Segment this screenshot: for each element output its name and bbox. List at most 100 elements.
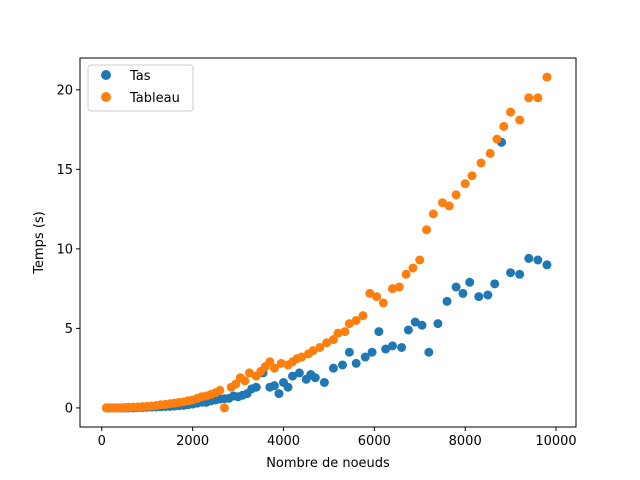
data-point-tas [388,341,397,351]
y-axis: 0 5 10 15 20 [56,83,80,416]
data-point-tableau [244,368,254,378]
y-tick-label: 20 [56,83,73,98]
data-point-tas [403,325,413,335]
data-point-tableau [378,298,388,308]
x-tick-label: 2000 [176,434,209,449]
data-point-tableau [408,263,418,273]
data-point-tas [251,382,261,392]
data-point-tas [458,288,468,298]
y-axis-label: Temps (s) [32,211,47,274]
data-point-tas [542,260,552,270]
data-point-tableau [333,328,343,338]
data-point-tableau [533,93,543,103]
data-point-tas [410,317,420,327]
data-point-tas [490,279,500,289]
data-point-tableau [542,72,552,82]
data-point-tableau [437,198,447,208]
data-point-tas [360,352,370,362]
data-point-tas [397,342,407,352]
data-point-tas [374,327,384,337]
data-point-tableau [476,158,486,168]
x-axis: 0 2000 4000 6000 8000 10000 [98,427,577,449]
data-point-tableau [388,284,397,294]
data-point-tas [515,269,525,279]
data-point-tableau [315,342,325,352]
data-point-tas [381,344,391,354]
data-point-tas [451,282,461,292]
x-axis-label: Nombre de noeuds [266,456,390,471]
data-point-tableau [328,335,338,345]
data-point-tableau [269,363,279,373]
data-point-tableau [372,292,382,302]
data-point-tableau [265,357,275,367]
legend-marker-tableau [101,92,111,102]
data-point-tas [483,290,493,300]
data-point-tableau [428,209,438,219]
data-point-tableau [322,338,332,348]
data-point-tas [524,253,534,263]
data-point-tableau [515,115,525,125]
data-point-tableau [276,358,286,368]
data-point-tas [338,360,348,370]
data-point-tableau [401,269,411,279]
data-point-tas [367,347,377,357]
data-point-tas [288,371,298,381]
y-tick-label: 0 [65,401,73,416]
data-point-tas [310,373,320,383]
plot-frame [79,57,577,428]
y-tick-label: 15 [56,163,73,178]
y-tick-label: 5 [65,322,73,337]
data-point-tas [344,347,354,357]
legend-label-tas: Tas [129,69,151,84]
data-point-tas [474,292,484,302]
data-point-tableau [340,327,350,337]
data-point-tableau [297,352,307,362]
data-point-tas [319,377,329,387]
x-tick-label: 6000 [358,434,391,449]
data-point-tas [328,363,338,373]
data-point-tas [269,381,279,391]
data-point-tableau [444,201,454,211]
data-point-tableau [351,315,361,325]
data-point-tas [417,320,427,330]
data-point-tas [465,277,475,287]
data-point-tableau [451,190,461,200]
x-tick-label: 0 [98,434,106,449]
data-point-tableau [394,282,404,292]
data-point-tableau [422,225,432,235]
data-point-tas [506,268,516,278]
data-point-tableau [492,134,502,144]
data-point-tableau [358,311,368,321]
data-point-tableau [485,148,495,158]
legend-label-tableau: Tableau [129,91,180,106]
data-point-tableau [219,403,229,413]
data-point-tas [442,296,452,306]
data-point-tas [351,358,361,368]
data-point-tas [294,368,304,378]
data-point-tableau [415,255,425,265]
data-points-layer [101,72,552,413]
data-point-tableau [231,379,241,389]
legend: Tas Tableau [87,64,194,112]
data-point-tableau [308,346,318,356]
data-point-tableau [365,288,375,298]
data-point-tas [533,255,543,265]
data-point-tas [283,382,293,392]
data-point-tableau [499,121,509,131]
data-point-tableau [506,107,516,117]
data-point-tas [433,319,443,329]
y-tick-label: 10 [56,242,73,257]
x-tick-label: 4000 [267,434,300,449]
data-point-tableau [240,376,250,386]
x-tick-label: 10000 [535,434,576,449]
data-point-tableau [460,179,470,189]
data-point-tableau [524,93,534,103]
legend-marker-tas [101,70,111,80]
legend-box [87,64,194,112]
x-tick-label: 8000 [449,434,482,449]
data-point-tableau [215,385,225,395]
data-point-tas [274,389,284,399]
data-point-tableau [344,319,354,329]
data-point-tableau [467,171,477,181]
